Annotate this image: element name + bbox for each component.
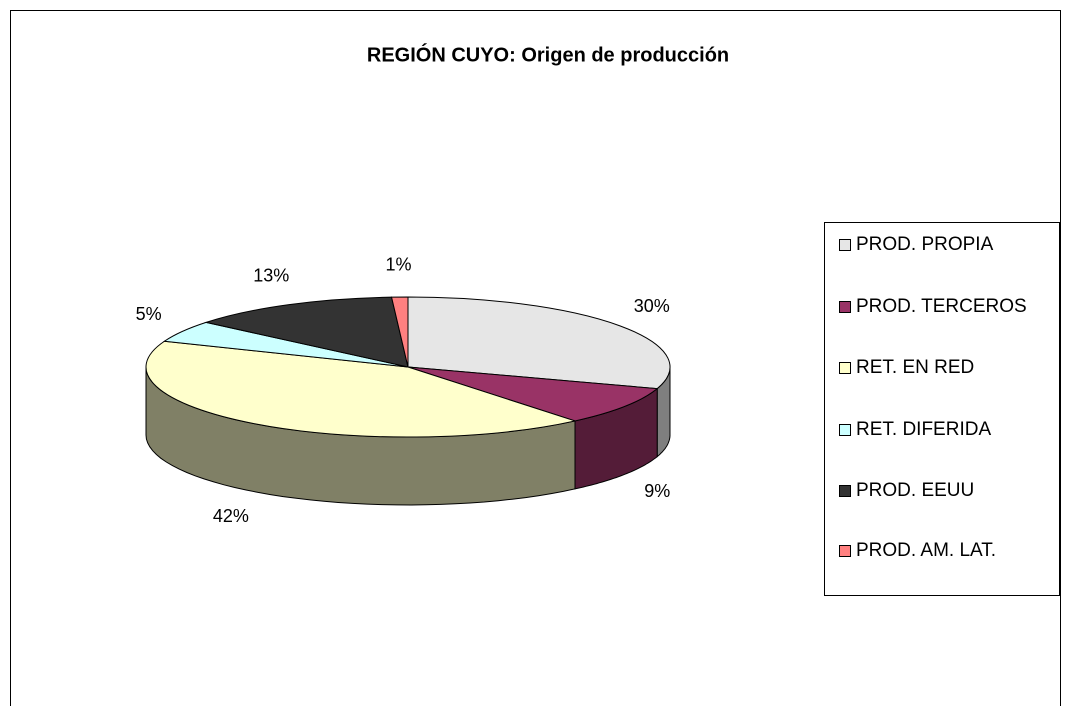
legend-swatch <box>839 485 851 497</box>
legend-entry: PROD. TERCEROS <box>839 295 1061 318</box>
legend-label: PROD. EEUU <box>856 480 975 501</box>
legend-label: PROD. TERCEROS <box>856 296 1027 317</box>
data-label: 13% <box>253 265 289 285</box>
data-label: 5% <box>136 304 162 324</box>
legend-entry: PROD. AM. LAT. <box>839 539 1061 562</box>
legend-swatch <box>839 424 851 436</box>
slice <box>204 296 409 368</box>
legend-swatch <box>839 239 851 251</box>
legend-label: RET. DIFERIDA <box>856 419 992 440</box>
data-label: 1% <box>386 254 412 274</box>
slice <box>145 340 577 438</box>
legend: PROD. PROPIA PROD. TERCEROS RET. EN RED RET… <box>824 222 1060 596</box>
slice <box>407 296 671 390</box>
data-label: 9% <box>644 481 670 501</box>
data-label: 30% <box>634 296 670 316</box>
slice <box>390 296 409 368</box>
legend-swatch <box>839 301 851 313</box>
legend-entry: RET. EN RED <box>839 356 1061 379</box>
legend-swatch <box>839 362 851 374</box>
legend-label: RET. EN RED <box>856 357 975 378</box>
chart-title: REGIÓN CUYO: Origen de producción <box>367 42 729 66</box>
legend-entry: PROD. PROPIA <box>839 233 1061 256</box>
legend-swatch <box>839 545 851 557</box>
legend-label: PROD. PROPIA <box>856 234 994 255</box>
legend-entry: PROD. EEUU <box>839 479 1061 502</box>
legend-entry: RET. DIFERIDA <box>839 418 1061 441</box>
legend-label: PROD. AM. LAT. <box>856 540 997 561</box>
data-label: 42% <box>213 506 249 526</box>
slice <box>407 366 659 422</box>
